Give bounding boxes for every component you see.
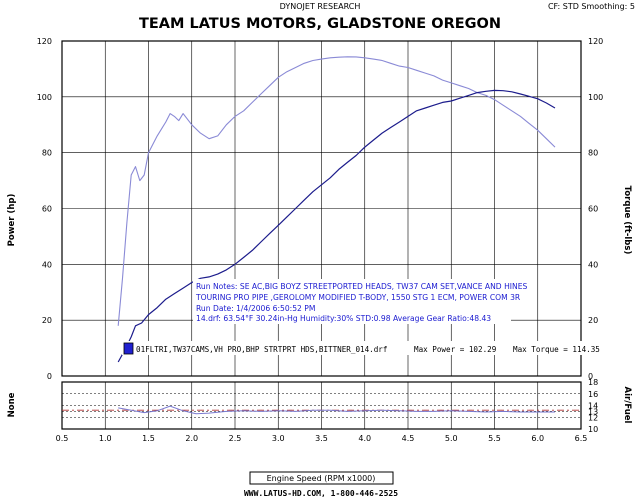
x-tick-label: 3.5 — [315, 434, 328, 443]
chart-title: TEAM LATUS MOTORS, GLADSTONE OREGON — [139, 16, 501, 32]
x-axis-label: Engine Speed (RPM x1000) — [267, 474, 376, 483]
brand-text: DYNOJET RESEARCH — [280, 2, 361, 11]
x-tick-label: 2.5 — [229, 434, 242, 443]
y-tick-label-right: 60 — [588, 205, 598, 214]
x-tick-label: 2.0 — [185, 434, 198, 443]
afr-grid — [61, 381, 582, 430]
afr-tick-label: 18 — [588, 378, 598, 387]
legend-max-torque: Max Torque = 114.35 — [513, 345, 600, 354]
y-tick-label-left: 0 — [47, 372, 52, 381]
afr-tick-label: 12 — [588, 413, 598, 422]
x-tick-label: 0.5 — [56, 434, 69, 443]
legend-background — [122, 341, 636, 355]
afr-tick-label: 14 — [588, 402, 598, 411]
x-tick-label: 4.5 — [402, 434, 415, 443]
afr-plot-frame — [61, 381, 582, 430]
y-tick-label-right: 100 — [588, 93, 603, 102]
x-tick-label: 3.0 — [272, 434, 285, 443]
y-tick-label-left: 40 — [42, 260, 52, 269]
x-axis-label-box — [249, 471, 394, 485]
legend-swatch — [123, 342, 134, 355]
y-tick-label-right: 20 — [588, 316, 598, 325]
torque-line — [117, 56, 556, 326]
y-tick-label-left: 80 — [42, 149, 52, 158]
afr-label-left: None — [7, 392, 17, 417]
settings-text: CF: STD Smoothing: 5 — [548, 2, 635, 11]
x-tick-label: 4.0 — [358, 434, 371, 443]
afr-line — [118, 405, 555, 415]
y-tick-label-right: 80 — [588, 149, 598, 158]
afr-label-right: Air/Fuel — [622, 387, 632, 424]
x-tick-label: 6.0 — [531, 434, 544, 443]
afr-tick-label: 10 — [588, 425, 598, 434]
y-tick-label-left: 120 — [37, 37, 52, 46]
legend-max-power: Max Power = 102.29 — [414, 345, 497, 354]
y-axis-label-right: Torque (ft-lbs) — [622, 186, 632, 255]
power-line — [117, 89, 556, 363]
run-date-line: Run Date: 1/4/2006 6:50:52 PM — [196, 304, 315, 313]
x-tick-label: 6.5 — [575, 434, 588, 443]
afr-tick-label: 16 — [588, 390, 598, 399]
y-axis-label-left: Power (hp) — [7, 194, 17, 247]
notes-background — [193, 279, 511, 324]
run-notes-line2: TOURING PRO PIPE ,GEROLOMY MODIFIED T-BO… — [195, 293, 521, 302]
y-tick-label-right: 120 — [588, 37, 603, 46]
run-conditions-line: 14.drf: 63.54°F 30.24in-Hg Humidity:30% … — [196, 314, 491, 323]
y-tick-label-left: 100 — [37, 93, 52, 102]
footer-website: WWW.LATUS-HD.COM, 1-800-446-2525 — [244, 489, 398, 498]
legend-run-name: 01FLTRI,TW37CAMS,VH PRO,BHP STRTPRT HDS,… — [136, 345, 387, 354]
series-lines — [62, 56, 581, 415]
y-tick-label-left: 20 — [42, 316, 52, 325]
afr-tick-label: 13 — [588, 407, 598, 416]
x-tick-label: 5.0 — [445, 434, 458, 443]
y-tick-label-right: 40 — [588, 260, 598, 269]
run-notes-line1: Run Notes: SE AC,BIG BOYZ STREETPORTED H… — [196, 282, 527, 291]
main-plot-frame — [61, 40, 582, 377]
x-tick-label: 5.5 — [488, 434, 501, 443]
y-tick-label-right: 0 — [588, 372, 593, 381]
x-tick-label: 1.5 — [142, 434, 155, 443]
x-tick-label: 1.0 — [99, 434, 112, 443]
y-tick-label-left: 60 — [42, 205, 52, 214]
tick-labels: 0.5 1.0 1.5 2.0 2.5 3.0 3.5 4.0 4.5 5.0 5.5 6.0 6.5 0… — [37, 37, 604, 443]
